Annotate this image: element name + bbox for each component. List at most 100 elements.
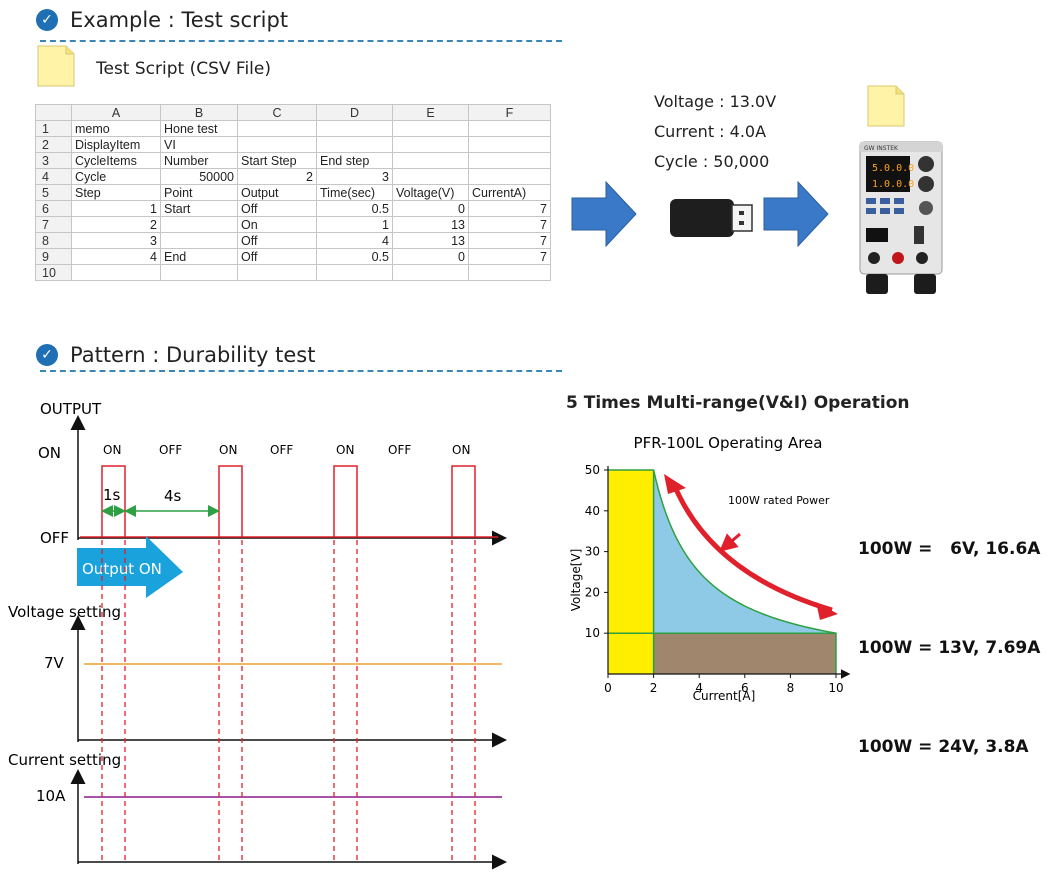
table-cell — [468, 136, 551, 153]
file-label: Test Script (CSV File) — [96, 59, 271, 79]
right-arrow-1 — [571, 180, 637, 248]
x-tick-label: 6 — [741, 681, 749, 695]
current-setting-text: Current : 4.0A — [654, 122, 767, 141]
row-number: 1 — [35, 120, 72, 137]
table-cell — [71, 264, 161, 281]
device-display-v: 5.0.0.0 — [872, 163, 914, 174]
output-pulse — [218, 465, 243, 537]
x-tick-label: 2 — [650, 681, 658, 695]
settings-block: Voltage : 13.0V Current : 4.0A Cycle : 5… — [654, 87, 776, 177]
table-cell: Start — [160, 200, 238, 217]
table-cell: Off — [237, 248, 317, 265]
table-cell: 2 — [237, 168, 317, 185]
row-number: 2 — [35, 136, 72, 153]
table-cell: 4 — [316, 232, 393, 249]
table-cell: On — [237, 216, 317, 233]
table-row: 3 CycleItems Number Start Step End step — [35, 152, 551, 169]
power-equation: 100W = 13V, 7.69A — [858, 638, 1041, 658]
table-cell: DisplayItem — [71, 136, 161, 153]
table-cell: 7 — [468, 216, 551, 233]
table-cell: memo — [71, 120, 161, 137]
usb-drive-icon — [670, 199, 753, 237]
table-cell — [468, 120, 551, 137]
csv-file-icon-small — [867, 85, 905, 127]
right-arrow-2 — [763, 180, 829, 248]
table-cell: Cycle — [71, 168, 161, 185]
output-pulse — [333, 465, 358, 537]
y-tick-label: 40 — [585, 504, 600, 518]
check-circle-icon: ✓ — [36, 344, 58, 366]
table-cell: 2 — [71, 216, 161, 233]
timing-diagram: OUTPUT ON OFF ON OFF ON OFF ON OFF ON 1s… — [8, 400, 507, 870]
section-title: Pattern : Durability test — [70, 343, 316, 367]
region-constant-power — [653, 470, 836, 634]
output-pulse — [101, 465, 126, 537]
table-cell: 7 — [468, 232, 551, 249]
table-cell: 3 — [71, 232, 161, 249]
table-cell: Off — [237, 232, 317, 249]
x-tick-label: 4 — [695, 681, 703, 695]
table-row: 7 2 On 1 13 7 — [35, 216, 551, 233]
table-cell: 0.5 — [316, 200, 393, 217]
column-header: B — [160, 104, 238, 121]
pulse-label: OFF — [159, 443, 182, 457]
table-cell: VI — [160, 136, 238, 153]
table-cell: End — [160, 248, 238, 265]
table-cell: 50000 — [160, 168, 238, 185]
output-on-label: Output ON — [82, 560, 162, 578]
section-title: Example : Test script — [70, 8, 289, 32]
table-cell: 0.5 — [316, 248, 393, 265]
table-cell — [160, 232, 238, 249]
column-header: F — [468, 104, 551, 121]
range-arrow-head-bottom — [816, 602, 838, 620]
multirange-title: 5 Times Multi-range(V&I) Operation — [566, 393, 910, 413]
power-equation: 100W = 6V, 16.6A — [858, 539, 1041, 559]
output-on-arrow — [77, 536, 183, 598]
section-divider — [40, 40, 562, 42]
table-cell: 7 — [468, 200, 551, 217]
device-brand: GW INSTEK — [864, 145, 899, 152]
table-cell: 7 — [468, 248, 551, 265]
table-cell — [237, 136, 317, 153]
chart-x-label: Current[A] — [693, 689, 756, 703]
table-cell: Step — [71, 184, 161, 201]
voltage-setting-text: Voltage : 13.0V — [654, 92, 777, 111]
table-cell: 0 — [392, 248, 469, 265]
pulse-label: ON — [452, 443, 470, 457]
pulse-label: OFF — [388, 443, 411, 457]
pulse-label: ON — [103, 443, 121, 457]
column-header: D — [316, 104, 393, 121]
table-cell — [468, 264, 551, 281]
table-row: 10 — [35, 264, 551, 281]
power-equations: 100W = 6V, 16.6A 100W = 13V, 7.69A 100W … — [858, 467, 1040, 797]
table-cell: Off — [237, 200, 317, 217]
annotation-box — [710, 514, 840, 532]
table-cell — [392, 168, 469, 185]
pulse-label: OFF — [270, 443, 293, 457]
output-pulse — [451, 465, 476, 537]
column-header: E — [392, 104, 469, 121]
section-heading-test-script: ✓ Example : Test script — [36, 8, 288, 32]
row-number: 8 — [35, 232, 72, 249]
region-low-current — [608, 470, 654, 674]
table-cell: Voltage(V) — [392, 184, 469, 201]
table-cell — [392, 120, 469, 137]
y-tick-label: 50 — [585, 463, 600, 477]
table-cell: CycleItems — [71, 152, 161, 169]
annotation-pointer — [719, 532, 741, 552]
operating-area-chart: PFR-100L Operating Area 0 2 4 6 8 10 10 20 30 40 5… — [569, 434, 851, 703]
x-tick-label: 8 — [787, 681, 795, 695]
section-divider — [40, 370, 562, 372]
pulse-label: ON — [219, 443, 237, 457]
section-heading-pattern: ✓ Pattern : Durability test — [36, 343, 315, 367]
row-number: 4 — [35, 168, 72, 185]
table-cell: Output — [237, 184, 317, 201]
check-circle-icon: ✓ — [36, 9, 58, 31]
row-number: 3 — [35, 152, 72, 169]
table-cell: CurrentA) — [468, 184, 551, 201]
table-cell — [392, 136, 469, 153]
table-cell — [468, 152, 551, 169]
power-supply-device: GW INSTEK 5.0.0.0 1.0.0.0 — [859, 141, 943, 294]
voltage-setting-label: Voltage setting — [8, 603, 121, 621]
table-cell: Time(sec) — [316, 184, 393, 201]
